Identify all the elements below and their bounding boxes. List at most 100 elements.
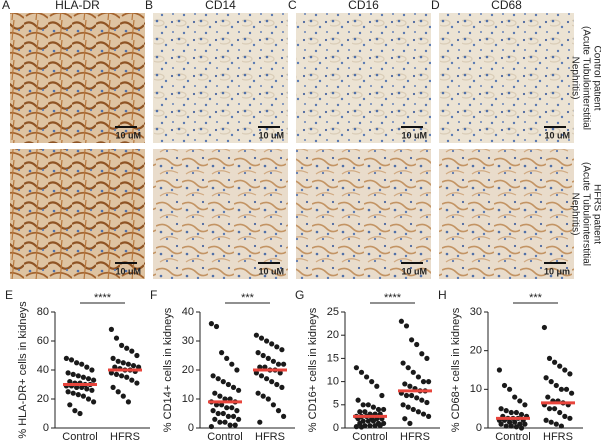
y-tick-label: 20 — [37, 393, 49, 405]
data-point — [274, 381, 280, 388]
y-tick-label: 0 — [188, 422, 194, 434]
data-point — [508, 409, 514, 416]
data-point — [236, 387, 242, 393]
data-point — [260, 393, 266, 399]
row-label-line: Control patient — [591, 45, 601, 110]
data-point — [374, 383, 380, 389]
data-point — [419, 351, 425, 357]
data-point — [557, 363, 563, 369]
data-point — [217, 393, 223, 399]
data-point — [219, 402, 225, 408]
data-point — [410, 369, 416, 375]
panel-letter: F — [150, 288, 157, 302]
marker-name: CD68 — [491, 0, 522, 12]
y-tick-label: 30 — [182, 335, 194, 347]
data-point — [517, 398, 523, 404]
data-point — [553, 382, 559, 389]
y-axis-title: % CD16+ cells in kidneys — [307, 307, 319, 432]
data-point — [225, 413, 231, 419]
data-point — [110, 384, 116, 390]
data-point — [562, 413, 568, 419]
micrograph — [296, 13, 431, 143]
data-point — [402, 381, 408, 387]
data-point — [420, 411, 427, 417]
data-point — [541, 324, 548, 331]
data-point — [409, 392, 415, 399]
scale-bar-label: 10 uM — [115, 266, 141, 276]
data-point — [398, 318, 404, 324]
data-point — [215, 376, 221, 382]
panel-letter: D — [431, 0, 440, 12]
data-point — [405, 404, 411, 410]
data-point — [119, 373, 125, 379]
data-point — [212, 416, 218, 422]
y-tick-label: 5 — [333, 399, 339, 411]
data-point — [513, 424, 520, 430]
data-point — [562, 367, 568, 373]
data-point — [503, 408, 509, 414]
data-point — [79, 361, 85, 367]
data-point — [552, 359, 558, 365]
data-point — [67, 402, 73, 408]
micrograph — [153, 149, 288, 279]
data-point — [120, 360, 126, 366]
y-axis-label: % CD16+ cells in kidneys — [307, 307, 319, 432]
significance: *** — [529, 292, 543, 304]
data-point — [215, 410, 221, 417]
data-point — [503, 423, 509, 429]
x-tick-label: HFRS — [543, 431, 573, 443]
data-point — [567, 415, 573, 421]
data-point — [234, 367, 240, 373]
y-tick-label: 20 — [327, 329, 339, 341]
data-point — [518, 425, 525, 431]
data-point — [553, 421, 559, 427]
data-point — [270, 402, 276, 408]
data-point — [224, 355, 230, 361]
x-tick-label: HFRS — [110, 431, 140, 443]
scale-bar-label: 10 μm — [544, 266, 570, 276]
data-point — [405, 365, 411, 371]
data-point — [358, 424, 365, 430]
data-point — [68, 357, 75, 363]
y-tick-label: 0 — [476, 422, 482, 434]
data-point — [255, 390, 261, 396]
data-point — [507, 386, 513, 392]
data-point — [265, 355, 271, 361]
data-point — [74, 360, 80, 366]
panel-letter: G — [295, 288, 304, 302]
y-axis-label: % CD14+ cells in kidneys — [162, 307, 174, 432]
data-point — [91, 399, 97, 405]
data-point — [108, 370, 114, 376]
data-point — [522, 421, 528, 427]
scale-bar-label: 10 uM — [544, 130, 570, 140]
data-point — [258, 373, 265, 379]
data-point — [426, 379, 432, 385]
data-point — [358, 369, 365, 375]
data-point — [424, 355, 430, 361]
data-point — [129, 377, 135, 383]
panel-letter: E — [5, 288, 13, 302]
data-point — [365, 418, 371, 424]
data-point — [65, 389, 71, 395]
data-point — [498, 406, 504, 412]
data-point — [124, 345, 130, 351]
panel-letter: B — [145, 0, 153, 12]
data-point — [567, 371, 573, 377]
data-point — [414, 395, 420, 401]
panel-letter: A — [2, 0, 10, 12]
marker-name: HLA-DR — [55, 0, 100, 12]
data-point — [279, 347, 285, 353]
data-point — [277, 370, 283, 376]
scale-bar-label: 10 uM — [258, 266, 284, 276]
y-axis-label: % CD68+ cells in kidneys — [450, 307, 462, 432]
data-point — [89, 367, 95, 373]
data-point — [270, 358, 276, 364]
data-point — [113, 371, 120, 377]
data-point — [264, 338, 270, 344]
marker-name: CD16 — [348, 0, 379, 12]
data-point — [229, 405, 235, 411]
data-point — [375, 406, 382, 413]
data-point — [115, 389, 121, 395]
data-point — [518, 411, 525, 418]
data-point — [400, 360, 406, 366]
